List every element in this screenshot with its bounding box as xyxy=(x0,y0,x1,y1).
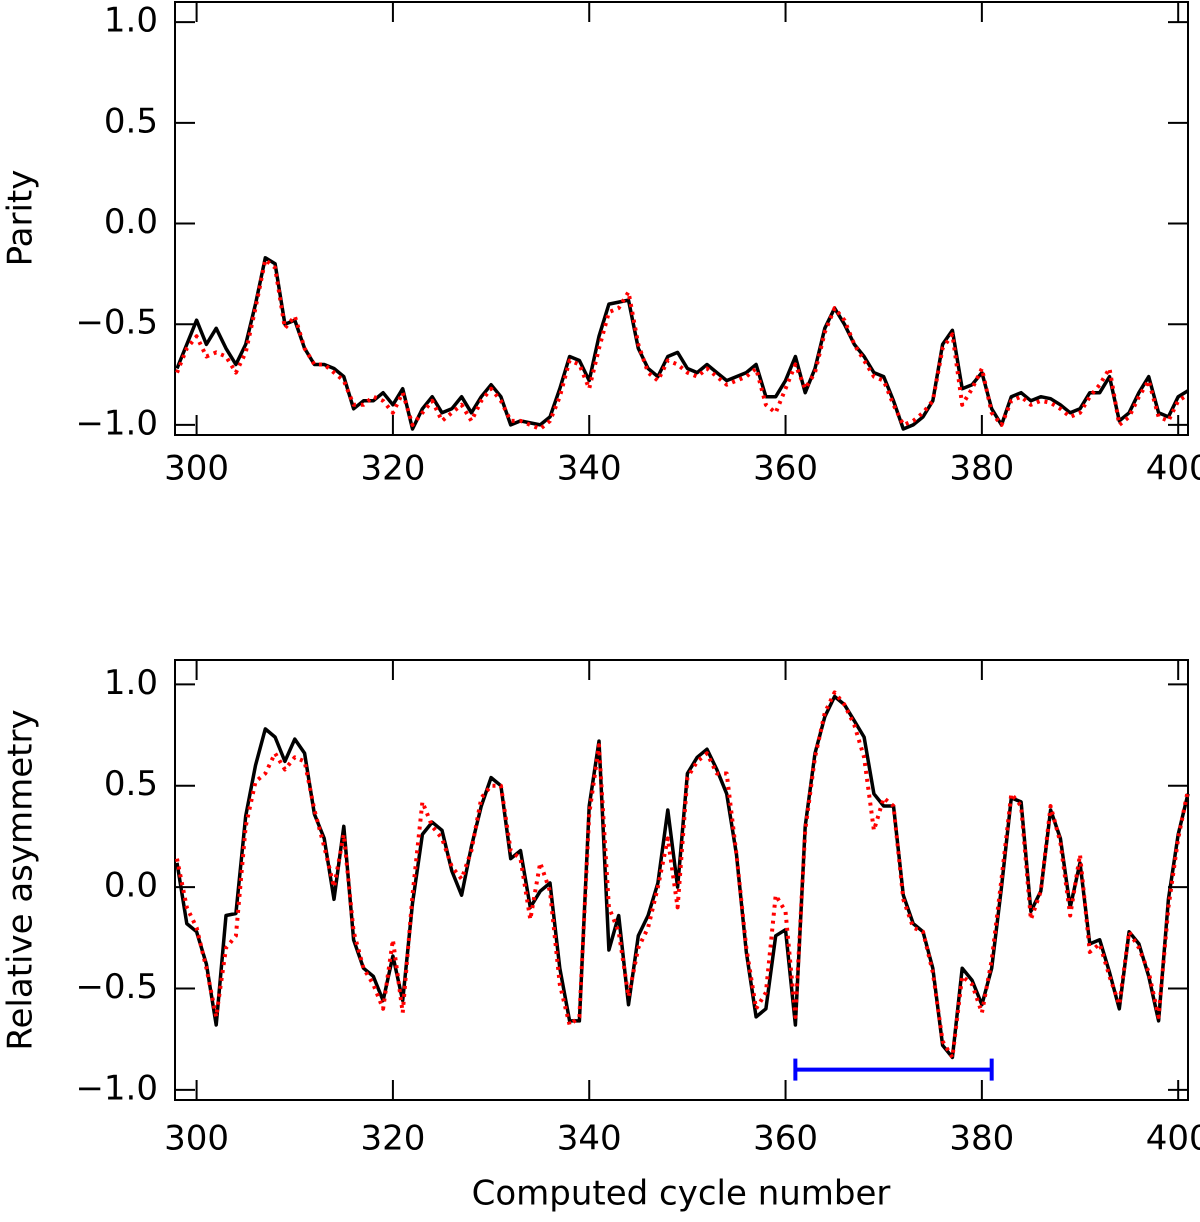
series-line xyxy=(175,690,1190,1060)
y-tick-label: 0.5 xyxy=(104,101,158,141)
x-tick-label: 300 xyxy=(164,1119,229,1159)
x-tick-label: 360 xyxy=(753,449,818,489)
x-tick-label: 380 xyxy=(949,1119,1014,1159)
x-tick-label: 340 xyxy=(557,449,622,489)
x-axis-label: Computed cycle number xyxy=(472,1174,891,1214)
x-tick-label: 380 xyxy=(949,449,1014,489)
y-tick-label: 1.0 xyxy=(104,1,158,41)
series-line xyxy=(175,256,1189,431)
y-tick-label: −1.0 xyxy=(75,1068,158,1108)
x-tick-label: 320 xyxy=(360,1119,425,1159)
x-tick-label: 360 xyxy=(753,1119,818,1159)
x-tick-label: 300 xyxy=(164,449,229,489)
x-tick-label: 400 xyxy=(1146,449,1200,489)
y-axis-label: Parity xyxy=(1,170,41,267)
x-tick-label: 320 xyxy=(360,449,425,489)
y-tick-label: 0.0 xyxy=(104,866,158,906)
y-tick-label: −1.0 xyxy=(75,403,158,443)
y-tick-label: 0.0 xyxy=(104,202,158,242)
plot-frame xyxy=(174,1,1189,436)
series-line xyxy=(175,694,1190,1060)
y-tick-label: 1.0 xyxy=(104,663,158,703)
y-tick-label: 0.5 xyxy=(104,764,158,804)
y-tick-label: −0.5 xyxy=(75,303,158,343)
y-tick-label: −0.5 xyxy=(75,967,158,1007)
y-axis-label: Relative asymmetry xyxy=(1,709,41,1050)
x-tick-label: 340 xyxy=(557,1119,622,1159)
series-line xyxy=(175,257,1190,431)
plot-frame xyxy=(174,659,1189,1101)
x-tick-label: 400 xyxy=(1146,1119,1200,1159)
